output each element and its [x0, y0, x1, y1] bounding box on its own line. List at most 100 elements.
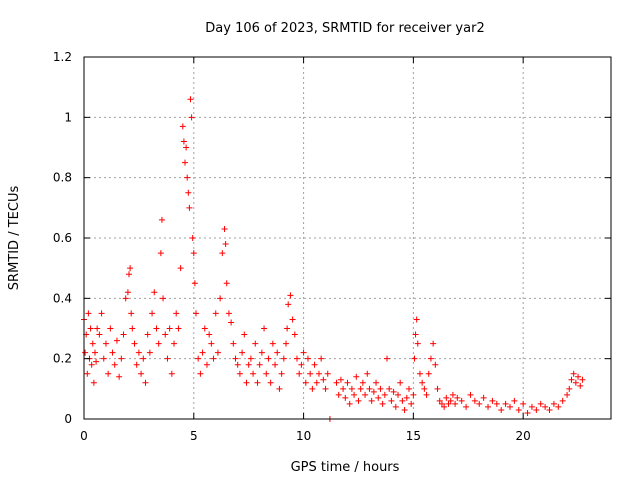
data-point — [272, 361, 279, 368]
data-point — [278, 370, 285, 377]
data-point — [388, 397, 395, 404]
data-point — [351, 391, 358, 398]
data-point — [408, 400, 415, 407]
data-point — [180, 138, 187, 145]
data-point — [296, 370, 303, 377]
data-point — [82, 349, 89, 356]
data-point — [302, 379, 309, 386]
data-point — [225, 310, 232, 317]
data-point — [105, 370, 112, 377]
data-point — [203, 361, 210, 368]
data-point — [434, 385, 441, 392]
data-point — [533, 406, 540, 413]
data-point — [157, 250, 164, 257]
data-point — [357, 385, 364, 392]
data-point — [232, 355, 239, 362]
data-point — [423, 391, 430, 398]
data-point — [311, 361, 318, 368]
data-point — [315, 370, 322, 377]
y-tick-label: 0.8 — [53, 171, 72, 185]
data-point — [166, 325, 173, 332]
data-point — [185, 189, 192, 196]
data-point — [250, 370, 257, 377]
data-point — [182, 159, 189, 166]
data-point — [397, 379, 404, 386]
data-point — [126, 271, 133, 278]
data-point — [348, 385, 355, 392]
data-point — [313, 379, 320, 386]
data-point — [236, 370, 243, 377]
data-point — [171, 340, 178, 347]
data-point — [230, 340, 237, 347]
data-point — [291, 331, 298, 338]
data-point — [195, 355, 202, 362]
data-point — [94, 325, 101, 332]
data-point — [146, 349, 153, 356]
y-tick-label: 0.2 — [53, 352, 72, 366]
x-tick-label: 15 — [406, 429, 421, 443]
data-point — [425, 370, 432, 377]
data-point — [118, 355, 125, 362]
data-point — [414, 340, 421, 347]
data-point — [191, 280, 198, 287]
data-point — [133, 361, 140, 368]
data-point — [577, 382, 584, 389]
data-point — [432, 361, 439, 368]
data-point — [124, 289, 131, 296]
data-point — [419, 379, 426, 386]
x-tick-label: 0 — [80, 429, 88, 443]
data-point — [164, 355, 171, 362]
data-point — [149, 310, 156, 317]
x-tick-label: 5 — [190, 429, 198, 443]
data-point — [179, 123, 186, 130]
data-point — [550, 400, 557, 407]
data-point — [502, 400, 509, 407]
data-point — [528, 403, 535, 410]
data-point — [144, 331, 151, 338]
data-point — [183, 144, 190, 151]
data-point — [239, 349, 246, 356]
data-point — [555, 403, 562, 410]
data-point — [370, 388, 377, 395]
data-point — [381, 391, 388, 398]
data-point — [559, 397, 566, 404]
data-point — [355, 397, 362, 404]
y-tick-label: 0 — [64, 412, 72, 426]
data-point — [373, 379, 380, 386]
data-point — [214, 349, 221, 356]
data-point — [151, 289, 158, 296]
data-point — [390, 388, 397, 395]
data-point — [511, 397, 518, 404]
data-point — [153, 325, 160, 332]
data-point — [135, 349, 142, 356]
data-point — [289, 316, 296, 323]
data-point — [258, 349, 265, 356]
data-point — [107, 325, 114, 332]
data-point — [413, 316, 420, 323]
data-point — [280, 355, 287, 362]
data-point — [401, 406, 408, 413]
data-point — [375, 394, 382, 401]
data-point — [520, 400, 527, 407]
data-point — [267, 379, 274, 386]
data-point — [252, 340, 259, 347]
data-point — [93, 358, 100, 365]
data-point — [113, 337, 120, 344]
data-point — [493, 400, 500, 407]
data-point — [284, 325, 291, 332]
data-point — [399, 397, 406, 404]
data-point — [197, 370, 204, 377]
data-point — [542, 403, 549, 410]
data-point — [265, 355, 272, 362]
data-points — [81, 96, 586, 422]
data-point — [412, 331, 419, 338]
data-point — [471, 397, 478, 404]
data-point — [377, 385, 384, 392]
data-point — [219, 250, 226, 257]
data-point — [241, 331, 248, 338]
data-point — [190, 250, 197, 257]
axis-ticks — [83, 56, 611, 420]
data-point — [96, 331, 103, 338]
data-point — [322, 385, 329, 392]
